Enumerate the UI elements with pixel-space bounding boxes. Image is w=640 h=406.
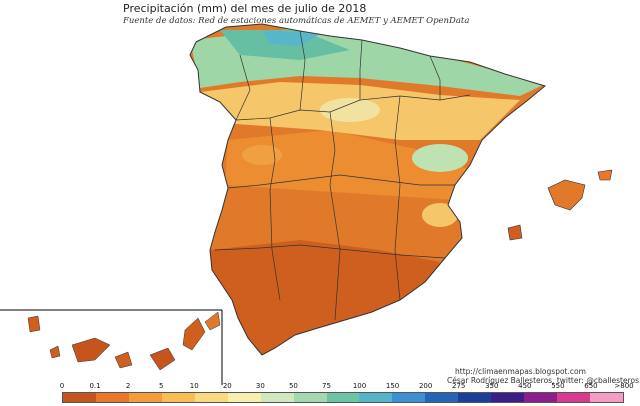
legend-label: 20	[222, 382, 232, 390]
legend-colorbar	[62, 392, 624, 403]
legend-swatch	[425, 393, 459, 402]
legend-label: 30	[255, 382, 265, 390]
map-subtitle: Fuente de datos: Red de estaciones autom…	[123, 16, 470, 26]
legend-label: 75	[322, 382, 331, 390]
legend-swatch	[128, 393, 162, 402]
legend-swatch	[194, 393, 228, 402]
legend-label: 150	[385, 382, 400, 390]
legend-swatch	[557, 393, 590, 402]
legend-swatch	[293, 393, 327, 402]
legend-label: 100	[352, 382, 367, 390]
credit-author: César Rodríguez Ballesteros, twitter: @c…	[447, 376, 639, 385]
legend-label: 650	[584, 382, 598, 390]
legend-swatch	[95, 393, 129, 402]
legend-label: 2	[125, 382, 131, 390]
legend-label: 0	[59, 382, 65, 390]
legend-label: 450	[518, 382, 532, 390]
legend-swatch	[590, 393, 623, 402]
canary-inset	[0, 309, 223, 385]
legend-swatch	[161, 393, 195, 402]
legend-labels: 0 0.1 2 5 10 20 30 50 75 100 150 200 275 350 450 550 650…	[59, 382, 634, 392]
legend-swatch	[359, 393, 393, 402]
legend-swatch	[458, 393, 492, 402]
legend-label: 550	[551, 382, 565, 390]
legend-swatch	[227, 393, 261, 402]
legend-label: 10	[189, 382, 199, 390]
peninsula	[189, 23, 547, 356]
legend-swatch	[326, 393, 360, 402]
legend-swatch	[392, 393, 426, 402]
legend-swatch	[491, 393, 525, 402]
legend-label: 5	[158, 382, 164, 390]
map-title: Precipitación (mm) del mes de julio de 2…	[123, 2, 367, 15]
balearic-islands	[507, 169, 613, 241]
legend-label: >800	[614, 382, 634, 390]
credit-url[interactable]: http://climaenmapas.blogspot.com	[455, 367, 586, 376]
legend-swatch	[524, 393, 558, 402]
legend-label: 275	[452, 382, 466, 390]
legend-label: 50	[288, 382, 298, 390]
legend-label: 0.1	[89, 382, 101, 390]
legend-label: 200	[418, 382, 433, 390]
legend-swatch	[260, 393, 294, 402]
legend-swatch	[63, 393, 96, 402]
legend-label: 350	[485, 382, 499, 390]
